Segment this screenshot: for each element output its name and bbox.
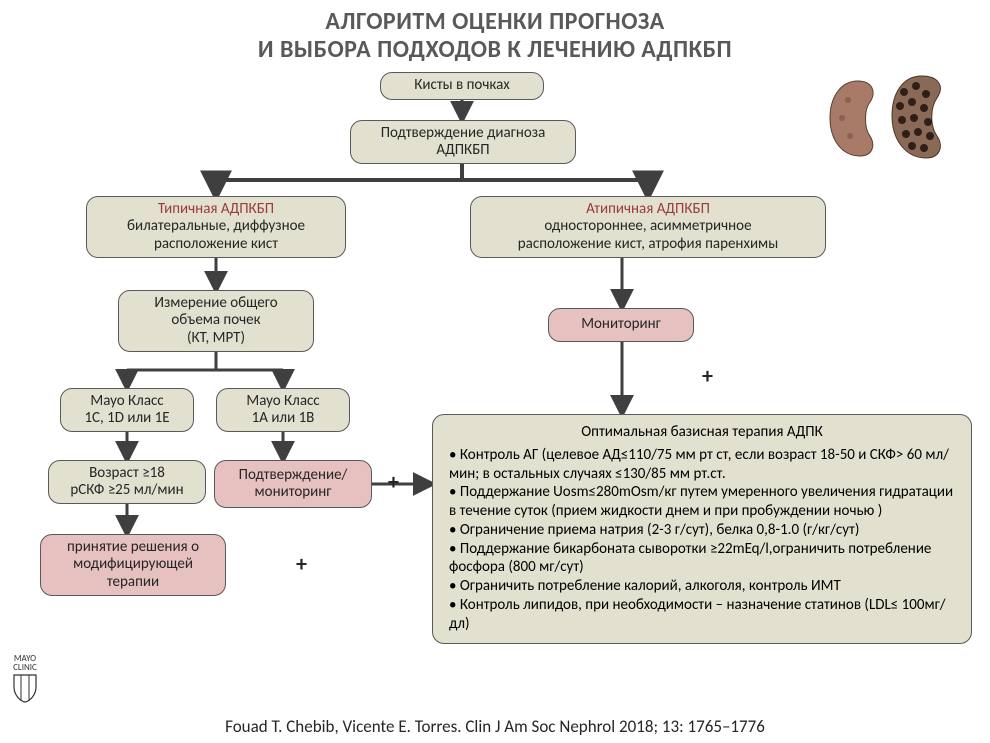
therapy-list: Контроль АГ (целевое АД≤110/75 мм рт ст,… <box>447 446 957 634</box>
therapy-item: Ограничение приема натрия (2-3 г/сут), б… <box>447 521 957 540</box>
node-diagnosis-confirm: Подтверждение диагноза АДПКБП <box>350 120 576 164</box>
node-text: (КТ, МРТ) <box>187 330 245 347</box>
node-volume-measure: Измерение общего объема почек (КТ, МРТ) <box>118 290 314 352</box>
node-therapy-decision: принятие решения о модифицирующей терапи… <box>40 534 226 596</box>
plus-icon: + <box>702 362 713 389</box>
page-title: АЛГОРИТМ ОЦЕНКИ ПРОГНОЗА И ВЫБОРА ПОДХОД… <box>0 0 990 63</box>
node-monitoring: Мониторинг <box>548 308 694 342</box>
node-text: АДПКБП <box>436 142 489 159</box>
node-text: мониторинг <box>255 484 332 501</box>
node-mayo-ab: Mayo Класс 1A или 1B <box>216 388 350 432</box>
therapy-box: Оптимальная базисная терапия АДПК Контро… <box>432 414 972 644</box>
node-highlight: Атипичная АДПКБП <box>586 201 710 218</box>
node-text: терапии <box>107 574 159 591</box>
node-atypical: Атипичная АДПКБП одностороннее, асимметр… <box>470 196 826 258</box>
plus-icon: + <box>296 550 307 577</box>
node-text: Подтверждение/ <box>239 467 348 484</box>
node-text: Mayo Класс <box>90 393 163 410</box>
node-text: рСКФ ≥25 мл/мин <box>70 482 183 499</box>
node-text: Измерение общего <box>154 295 277 312</box>
node-text: одностороннее, асимметричное <box>544 218 751 235</box>
node-age-egfr: Возраст ≥18 рСКФ ≥25 мл/мин <box>48 460 206 504</box>
therapy-item: Контроль АГ (целевое АД≤110/75 мм рт ст,… <box>447 446 957 484</box>
node-typical: Типичная АДПКБП билатеральные, диффузное… <box>86 196 346 258</box>
node-text: объема почек <box>171 312 260 329</box>
node-text: Mayo Класс <box>246 393 319 410</box>
node-text: 1C, 1D или 1E <box>84 410 169 427</box>
title-line1: АЛГОРИТМ ОЦЕНКИ ПРОГНОЗА <box>0 8 990 36</box>
therapy-item: Контроль липидов, при необходимости – на… <box>447 596 957 634</box>
node-text: билатеральные, диффузное <box>127 218 305 235</box>
node-text: модифицирующей <box>73 556 193 573</box>
mayo-text: CLINIC <box>12 663 38 672</box>
node-text: Возраст ≥18 <box>89 465 165 482</box>
plus-icon: + <box>388 468 399 495</box>
mayo-logo: MAYO CLINIC <box>12 654 38 705</box>
node-text: 1A или 1B <box>252 410 315 427</box>
node-text: Подтверждение диагноза <box>381 125 546 142</box>
node-cysts: Кисты в почках <box>380 72 544 100</box>
node-mayo-cde: Mayo Класс 1C, 1D или 1E <box>60 388 194 432</box>
node-text: принятие решения о <box>67 539 199 556</box>
node-text: Кисты в почках <box>414 77 509 94</box>
shield-icon <box>12 673 38 703</box>
title-line2: И ВЫБОРА ПОДХОДОВ К ЛЕЧЕНИЮ АДПКБП <box>0 36 990 64</box>
node-confirm-monitor: Подтверждение/ мониторинг <box>214 460 372 508</box>
kidney-illustration <box>820 72 960 167</box>
therapy-title: Оптимальная базисная терапия АДПК <box>447 423 957 442</box>
citation: Fouad T. Chebib, Vicente E. Torres. Clin… <box>0 716 990 737</box>
therapy-item: Поддержание Uosm≤280mOsm/кг путем умерен… <box>447 483 957 521</box>
therapy-item: Ограничить потребление калорий, алкоголя… <box>447 577 957 596</box>
node-highlight: Типичная АДПКБП <box>158 201 274 218</box>
node-text: Мониторинг <box>581 316 661 333</box>
node-text: расположение кист, атрофия паренхимы <box>518 236 778 253</box>
node-text: расположение кист <box>154 236 278 253</box>
therapy-item: Поддержание бикарбоната сыворотки ≥22mEq… <box>447 540 957 578</box>
